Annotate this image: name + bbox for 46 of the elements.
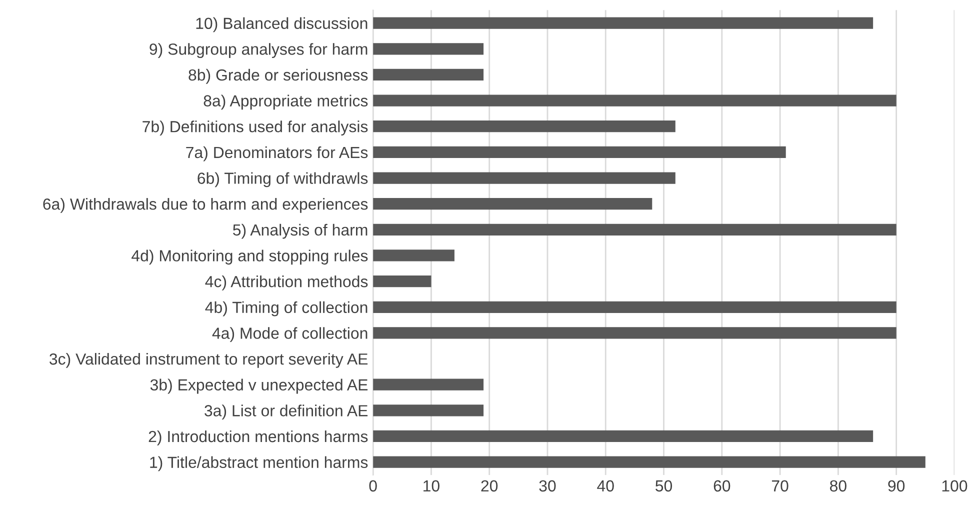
y-tick-label: 8a) Appropriate metrics [204, 94, 368, 110]
x-tick-label: 70 [772, 480, 788, 492]
bar [373, 172, 676, 184]
x-tick-label: 60 [714, 480, 730, 492]
x-tick-label: 10 [424, 480, 440, 492]
bar [373, 327, 896, 339]
y-tick-label: 3a) List or definition AE [204, 404, 368, 420]
y-tick-label: 6a) Withdrawals due to harm and experiences [43, 198, 368, 213]
bar [373, 250, 454, 262]
bar [373, 404, 484, 416]
y-tick-label: 2) Introduction mentions harms [148, 430, 368, 446]
bar [373, 146, 786, 158]
y-tick-label: 3b) Expected v unexpected AE [150, 378, 368, 394]
x-tick-label: 80 [830, 480, 846, 492]
y-tick-label: 7b) Definitions used for analysis [142, 120, 368, 136]
x-tick-label: 100 [942, 480, 968, 492]
y-tick-label: 4a) Mode of collection [212, 327, 368, 342]
bar [373, 120, 676, 132]
bar [373, 43, 484, 55]
bar [373, 224, 896, 236]
bar [373, 301, 896, 313]
x-tick-label: 50 [656, 480, 672, 492]
y-tick-label: 5) Analysis of harm [233, 224, 368, 239]
y-tick-label: 10) Balanced discussion [196, 17, 368, 32]
bar [373, 430, 874, 442]
bar [373, 275, 432, 288]
bar [373, 378, 484, 390]
y-tick-label: 6b) Timing of withdrawls [198, 172, 368, 188]
x-tick-label: 90 [888, 480, 905, 492]
bar [373, 198, 652, 210]
x-tick-label: 30 [539, 480, 556, 492]
y-tick-label: 7a) Denominators for AEs [186, 146, 368, 162]
y-tick-label: 3c) Validated instrument to report severity AE [50, 352, 368, 368]
bar [373, 456, 926, 468]
y-tick-label: 4c) Attribution methods [205, 276, 368, 290]
y-tick-label: 1) Title/abstract mention harms [150, 456, 368, 472]
y-tick-label: 4d) Monitoring and stopping rules [132, 250, 368, 265]
y-tick-label: 8b) Grade or seriousness [188, 68, 368, 84]
x-tick-label: 40 [597, 480, 614, 492]
y-tick-label: 9) Subgroup analyses for harm [150, 43, 368, 58]
x-tick-label: 0 [369, 480, 377, 492]
x-tick-label: 20 [481, 480, 498, 492]
bar [373, 68, 484, 81]
y-tick-label: 4b) Timing of collection [205, 301, 368, 316]
bar [373, 17, 874, 29]
bar [373, 94, 896, 106]
